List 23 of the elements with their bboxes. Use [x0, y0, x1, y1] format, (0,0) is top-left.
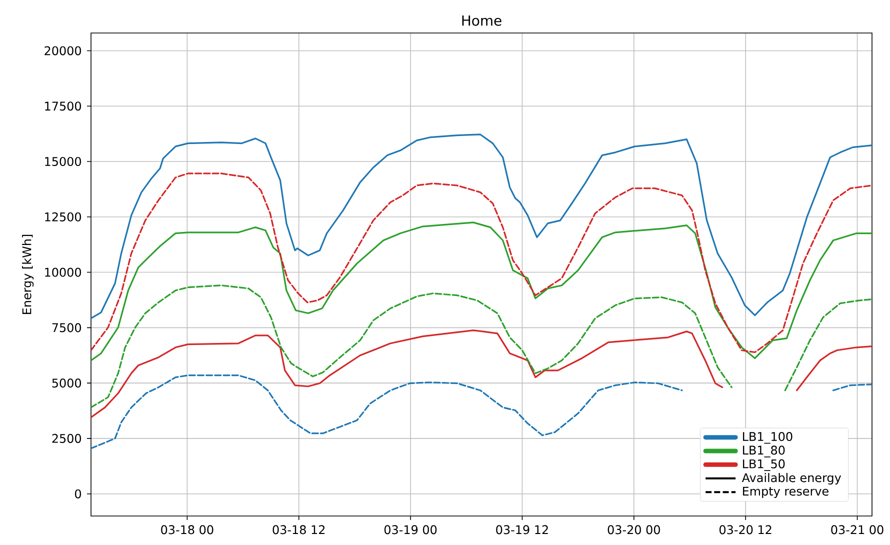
y-tick-label: 20000 [44, 46, 82, 56]
x-tick-label: 03-20 12 [719, 525, 772, 534]
x-tick-label: 03-19 12 [496, 525, 548, 534]
y-tick-label: 7500 [52, 323, 82, 332]
x-tick-label: 03-21 00 [831, 525, 884, 534]
x-tick-label: 03-18 12 [272, 525, 325, 534]
y-tick-label: 12500 [45, 212, 82, 222]
y-tick-label: 2500 [52, 434, 82, 443]
x-tick-label: 03-20 00 [608, 525, 660, 534]
y-tick-label: 0 [74, 489, 82, 498]
legend-label: LB1_50 [742, 459, 785, 471]
legend-label: LB1_80 [742, 446, 785, 458]
chart-title: Home [462, 15, 502, 26]
legend-label: LB1_100 [742, 432, 792, 444]
legend-label: Available energy [742, 472, 842, 485]
y-tick-label: 15000 [45, 156, 82, 166]
y-tick-label: 17500 [45, 102, 82, 111]
x-tick-label: 03-18 00 [161, 525, 214, 534]
y-axis-title: Energy [kWh] [22, 234, 34, 314]
y-tick-label: 10000 [45, 268, 82, 277]
y-tick-label: 5000 [52, 378, 82, 388]
legend-label: Empty reserve [742, 486, 828, 498]
x-tick-label: 03-19 00 [384, 525, 437, 534]
